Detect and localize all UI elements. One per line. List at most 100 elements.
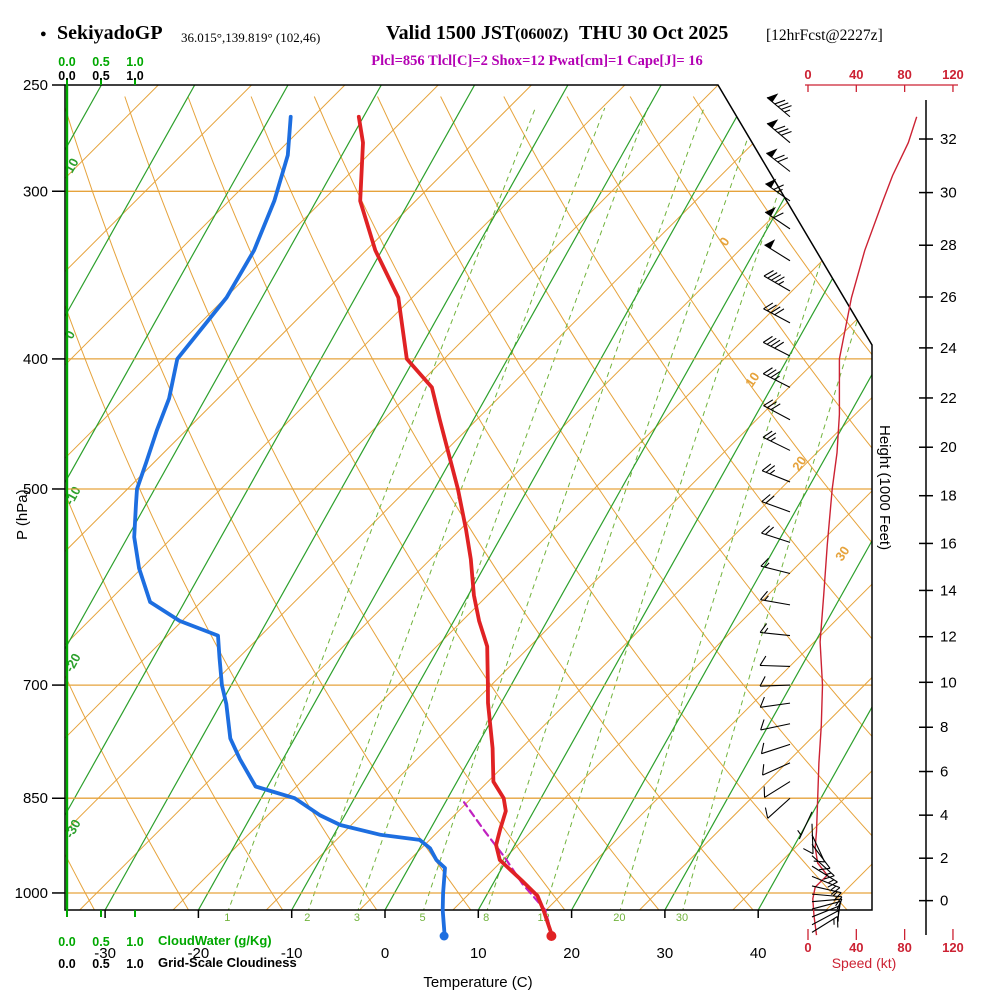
svg-text:1.0: 1.0	[126, 55, 143, 69]
valid-time-label: Valid 1500 JST	[386, 22, 516, 44]
svg-text:20: 20	[613, 912, 625, 924]
valid-date-label: THU 30 Oct 2025	[579, 22, 729, 44]
svg-text:0: 0	[804, 940, 811, 955]
dry-adiabat-lines	[65, 96, 872, 910]
mixing-ratio-lines	[226, 107, 872, 910]
svg-text:500: 500	[23, 481, 48, 498]
isotherm-labels-right: 0 10 20 30	[716, 234, 853, 563]
temperature-axis-title: Temperature (C)	[423, 974, 533, 991]
svg-text:0: 0	[804, 67, 811, 82]
diagonal-grid-lines	[65, 85, 872, 910]
svg-text:1.0: 1.0	[126, 69, 143, 83]
svg-text:30: 30	[676, 912, 688, 924]
cloudwater-caption: CloudWater (g/Kg)	[158, 933, 272, 948]
svg-text:20: 20	[563, 945, 580, 962]
svg-text:40: 40	[849, 940, 863, 955]
svg-text:0.0: 0.0	[58, 55, 75, 69]
temperature-curve	[356, 114, 554, 937]
surface-markers	[439, 931, 557, 941]
svg-text:1: 1	[224, 912, 230, 924]
svg-text:18: 18	[940, 488, 957, 505]
svg-text:10: 10	[470, 945, 487, 962]
svg-text:3: 3	[354, 912, 360, 924]
svg-text:0.0: 0.0	[58, 69, 75, 83]
pressure-grid-lines	[65, 190, 872, 894]
speed-axis-bottom: 0 40 80 120	[804, 929, 964, 955]
pressure-axis: 250 300 400 500 700 850 1000	[15, 77, 65, 902]
svg-text:300: 300	[23, 183, 48, 200]
svg-text:0.0: 0.0	[58, 957, 75, 971]
svg-text:120: 120	[942, 67, 964, 82]
speed-axis-top: 0 40 80 120	[804, 67, 964, 92]
svg-text:850: 850	[23, 790, 48, 807]
svg-text:32: 32	[940, 131, 957, 148]
dewpoint-curve	[132, 114, 447, 937]
svg-text:30: 30	[940, 185, 957, 202]
svg-text:26: 26	[940, 289, 957, 306]
svg-text:22: 22	[940, 390, 957, 407]
svg-text:40: 40	[849, 67, 863, 82]
svg-text:1000: 1000	[15, 885, 48, 902]
svg-text:0.5: 0.5	[92, 69, 109, 83]
svg-text:24: 24	[940, 340, 957, 357]
cloudiness-caption: Grid-Scale Cloudiness	[158, 955, 297, 970]
svg-text:30: 30	[832, 543, 853, 563]
station-name: SekiyadoGP	[57, 22, 163, 44]
svg-text:80: 80	[897, 940, 911, 955]
svg-text:250: 250	[23, 77, 48, 94]
svg-text:28: 28	[940, 237, 957, 254]
svg-text:4: 4	[940, 807, 948, 824]
svg-text:2: 2	[304, 912, 310, 924]
svg-text:-20: -20	[188, 945, 210, 962]
svg-text:80: 80	[897, 67, 911, 82]
svg-text:0.5: 0.5	[92, 957, 109, 971]
station-marker-icon: ●	[40, 28, 47, 40]
svg-text:12: 12	[940, 629, 957, 646]
svg-text:14: 14	[940, 582, 957, 599]
svg-text:8: 8	[483, 912, 489, 924]
wind-barbs	[759, 93, 843, 933]
svg-text:0: 0	[716, 234, 732, 248]
surface-temperature-dot	[546, 931, 557, 941]
svg-text:0.5: 0.5	[92, 55, 109, 69]
wind-speed-curve	[812, 116, 918, 936]
svg-text:1.0: 1.0	[126, 957, 143, 971]
svg-text:120: 120	[942, 940, 964, 955]
svg-text:0.5: 0.5	[92, 935, 109, 949]
mixing-ratio-labels: 1 2 3 5 8 12 20 30	[224, 912, 688, 924]
svg-text:16: 16	[940, 535, 957, 552]
svg-text:5: 5	[420, 912, 426, 924]
cloudwater-scale-top: 0.0 0.5 1.0	[58, 55, 143, 69]
height-axis-title: Height (1000 Feet)	[876, 425, 893, 551]
surface-dewpoint-dot	[439, 931, 449, 941]
svg-text:20: 20	[789, 453, 810, 473]
cloudiness-scale-top: 0.0 0.5 1.0	[58, 69, 143, 83]
svg-text:-30: -30	[94, 945, 116, 962]
pressure-axis-title: P (hPa)	[14, 489, 31, 540]
temperature-axis: -30 -20 -10 0 10 20 30 40	[94, 910, 767, 962]
svg-text:700: 700	[23, 677, 48, 694]
zulu-time-label: (0600Z)	[515, 26, 569, 43]
stability-indices: Plcl=856 Tlcl[C]=2 Shox=12 Pwat[cm]=1 Ca…	[371, 53, 703, 69]
cloudiness-scale-bottom: 0.0 0.5 1.0	[58, 957, 143, 971]
svg-text:-10: -10	[281, 945, 303, 962]
plot-border	[64, 84, 873, 911]
svg-text:0: 0	[62, 328, 79, 342]
svg-text:6: 6	[940, 764, 948, 781]
isotherm-lines	[65, 85, 872, 910]
svg-text:2: 2	[940, 850, 948, 867]
station-coords: 36.015°,139.819° (102,46)	[181, 30, 321, 45]
forecast-run-label: [12hrFcst@2227z]	[766, 27, 883, 44]
svg-text:0: 0	[381, 945, 389, 962]
svg-text:400: 400	[23, 351, 48, 368]
svg-text:20: 20	[940, 439, 957, 456]
svg-text:8: 8	[940, 719, 948, 736]
svg-text:0.0: 0.0	[58, 935, 75, 949]
svg-text:40: 40	[750, 945, 767, 962]
speed-axis-title: Speed (kt)	[831, 955, 897, 971]
cloudwater-scale-bottom: 0.0 0.5 1.0	[58, 935, 143, 949]
svg-text:0: 0	[940, 893, 948, 910]
